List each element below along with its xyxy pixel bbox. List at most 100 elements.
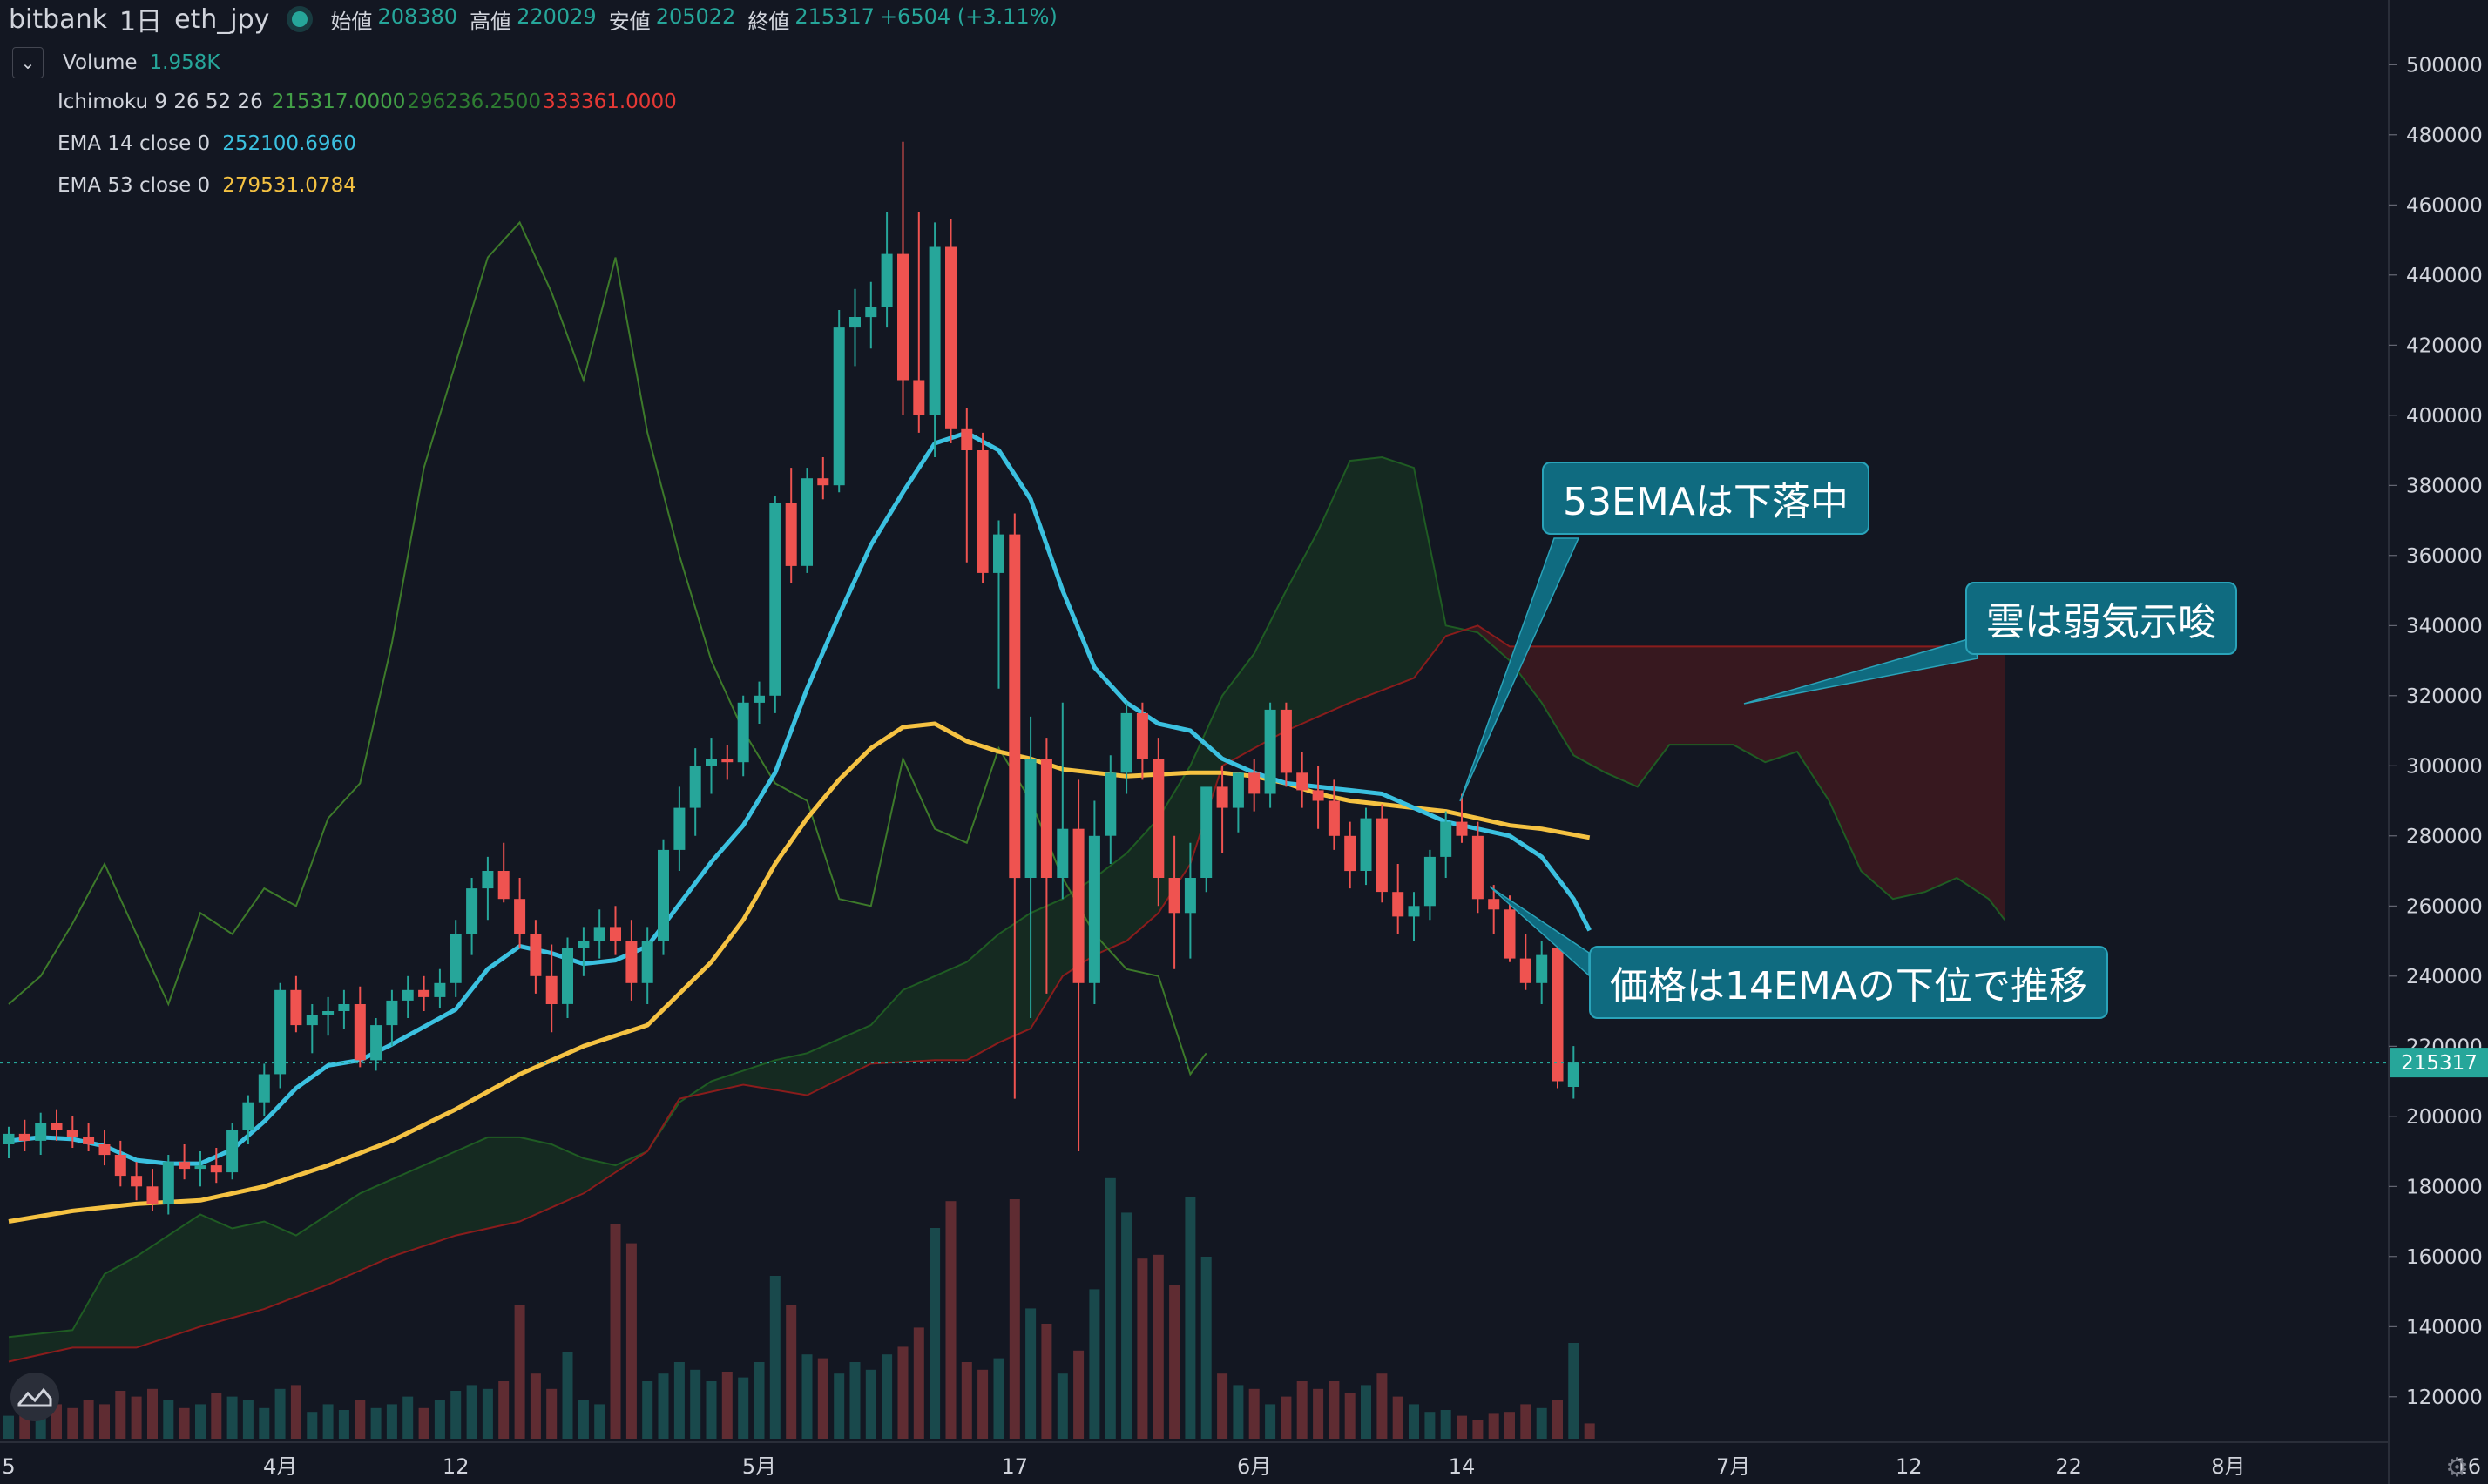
volume-bar [1200,1257,1212,1439]
volume-bar [562,1352,573,1439]
volume-bar [418,1407,429,1439]
legend-ichimoku-label: Ichimoku 9 26 52 26 [57,91,263,113]
volume-bar [83,1400,94,1439]
volume-bar [179,1407,190,1439]
callout-price-below-ema14[interactable]: 価格は14EMAの下位で推移 [1589,946,2108,1019]
callout-cloud-bearish[interactable]: 雲は弱気示唆 [1965,582,2237,655]
time-axis-label: 8月 [2211,1454,2245,1479]
candle-body [1040,759,1052,878]
legend-ichimoku-value-2: 296236.2500 [407,91,542,113]
volume-bar [1169,1285,1180,1439]
candle-body [1024,759,1037,878]
volume-bar [370,1407,382,1439]
candle-body [610,927,621,941]
volume-bar [1105,1177,1116,1439]
legend-ema53-value: 279531.0784 [222,174,356,197]
candle-body [1296,772,1308,791]
volume-bar [1392,1396,1403,1439]
candle-body [418,989,430,997]
price-axis-label: 140000 [2406,1316,2483,1339]
volume-bar [1121,1212,1132,1439]
legend-volume[interactable]: ⌄ Volume 1.958K [12,47,220,78]
price-axis[interactable]: 500000 480000 460000 440000 420000 400000 3800… [2389,54,2483,1409]
candle-body [865,307,877,318]
volume-bar [834,1373,845,1439]
candle-body [66,1130,78,1137]
candle-body [354,1004,366,1061]
symbol-name[interactable]: eth_jpy [174,3,270,35]
last-price-tag: 215317 [2390,1048,2488,1078]
candle-body [1344,835,1356,872]
candle-body [1440,821,1452,857]
volume-bar [993,1358,1004,1439]
volume-bar [3,1415,14,1439]
legend-ichimoku[interactable]: Ichimoku 9 26 52 26 215317.0000 296236.2… [57,91,677,113]
volume-bar [1137,1258,1148,1439]
candle-body [1136,712,1148,759]
legend-ema14[interactable]: EMA 14 close 0 252100.6960 [57,132,356,155]
volume-bar [466,1385,477,1439]
candle-body [562,948,573,1004]
time-axis-label: 22 [2055,1454,2082,1479]
volume-bar [1281,1396,1292,1439]
candle-body [977,450,989,573]
candle-body [3,1133,15,1144]
volume-bar [338,1410,349,1439]
ema53-line [8,721,1591,1224]
volume-bar [1248,1388,1260,1439]
time-axis-label: 4月 [263,1454,297,1479]
candle-body [370,1025,382,1061]
volume-bar [1568,1343,1579,1439]
time-axis-label: 17 [1002,1454,1029,1479]
candle-body [450,934,462,983]
candle-body [1456,821,1468,836]
callout-ema53-falling[interactable]: 53EMAは下落中 [1542,462,1869,535]
candle-body [322,1011,335,1015]
volume-bar [514,1305,525,1439]
callout-arrows [1459,537,1978,977]
legend-ema53-label: EMA 53 close 0 [57,174,211,197]
volume-bar [1041,1324,1052,1439]
volume-bar [945,1201,957,1439]
volume-bar [402,1396,414,1439]
volume-bar [1025,1308,1037,1439]
price-axis-label: 420000 [2406,334,2483,357]
gear-icon[interactable]: ⚙ [2445,1453,2469,1483]
volume-bar [1440,1410,1451,1439]
ema14-line [8,430,1592,1166]
candle-body [210,1165,222,1173]
volume-bar [849,1362,861,1439]
exchange-name[interactable]: bitbank [9,3,107,35]
symbol-header: bitbank 1日 eth_jpy 始値 208380 高値 220029 安値 2… [0,0,1058,38]
candle-body [897,253,909,381]
tradingview-logo-icon[interactable] [10,1373,59,1421]
candle-body [1328,800,1340,836]
ohlc-high-value: 220029 [517,3,597,29]
ohlc-high: 高値 220029 [470,4,597,35]
candle-body [801,478,813,566]
candle-body [466,888,478,934]
candlesticks [3,141,1579,1215]
time-axis[interactable]: 5 4月 12 5月 17 6月 14 7月 12 22 8月 16 [2,1454,2481,1479]
candle-body [338,1004,350,1011]
interval-label[interactable]: 1日 [118,7,163,37]
volume-bar [1584,1423,1595,1439]
volume-bar [578,1400,589,1439]
candle-body [1057,828,1069,878]
volume-bar [673,1362,685,1439]
candle-body [929,246,941,415]
candle-body [242,1102,254,1130]
candle-body [849,317,861,328]
candle-body [114,1155,126,1177]
volume-bar [211,1393,222,1439]
market-status-icon [292,11,308,27]
volume-bar [738,1377,749,1439]
candle-body [1200,786,1213,878]
candle-body [1488,899,1500,910]
candle-body [179,1162,191,1170]
legend-ema53[interactable]: EMA 53 close 0 279531.0784 [57,174,356,197]
volume-bar [163,1400,174,1439]
volume-bar [1344,1393,1356,1439]
chevron-down-icon[interactable]: ⌄ [12,47,44,78]
